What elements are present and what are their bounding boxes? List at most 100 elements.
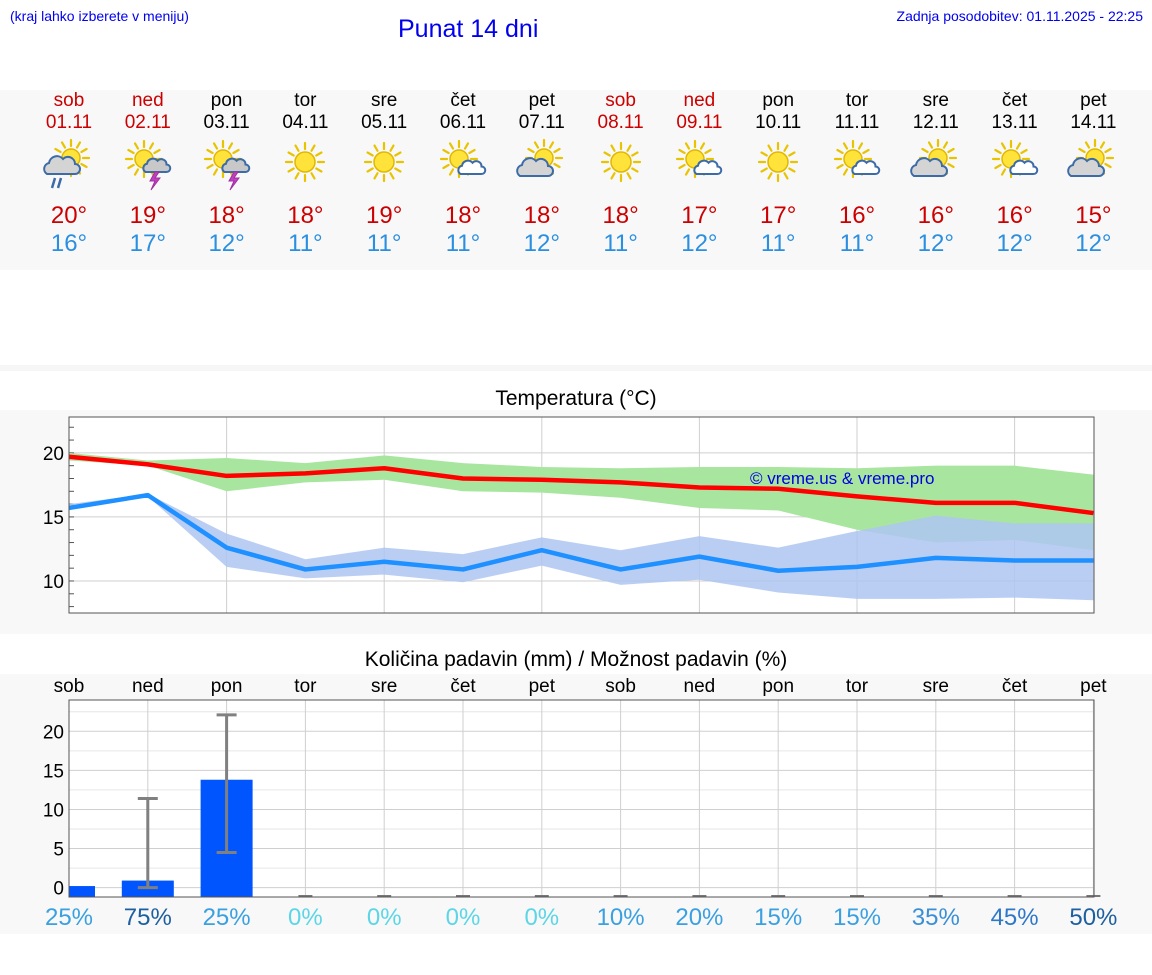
y-tick-label: 15 (43, 761, 64, 782)
day-forecast: pon 03.11 18° 12° (187, 90, 267, 258)
divider (0, 365, 1152, 371)
day-name: ned (683, 90, 716, 111)
sun-small-cloud-icon (439, 139, 487, 179)
min-temp: 12° (1075, 230, 1112, 257)
day-date: 12.11 (912, 112, 959, 133)
plot-frame (68, 416, 1095, 614)
precip-day-label: čet (1001, 676, 1028, 697)
sun-cloud-icon (1067, 138, 1115, 178)
day-date: 01.11 (45, 112, 93, 133)
sun-small-cloud-icon (991, 139, 1038, 179)
day-forecast: pet 14.11 15° 12° (1053, 90, 1133, 258)
precip-day-label: tor (845, 676, 869, 697)
min-temp-band (69, 493, 1094, 601)
precip-probability: 15% (832, 904, 882, 931)
plot-frame (68, 699, 1095, 898)
day-name: sob (53, 90, 85, 111)
y-tick-label: 5 (53, 840, 64, 861)
sun-cloud-icon (909, 138, 957, 178)
precip-day-label: tor (294, 676, 317, 697)
max-temp: 16° (917, 202, 954, 229)
y-tick-label: 20 (43, 722, 64, 743)
temperature-chart: 10 15 20 © vreme.us & vreme.pro (43, 416, 1095, 614)
day-forecast: tor 11.11 16° 11° (817, 90, 897, 258)
day-forecast: pon 10.11 17° 11° (738, 90, 818, 258)
precip-day-label: sre (922, 676, 949, 697)
min-temp: 12° (208, 230, 245, 257)
min-temp: 12° (917, 230, 954, 257)
min-temp: 12° (996, 230, 1033, 257)
min-temp: 11° (445, 230, 481, 257)
page-title: Punat 14 dni (398, 15, 539, 43)
precip-probability: 10% (596, 904, 645, 931)
precip-probability: 25% (44, 904, 94, 931)
day-forecast: sre 12.11 16° 12° (896, 90, 976, 258)
watermark: © vreme.us & vreme.pro (750, 469, 934, 488)
precipitation-chart-title: Količina padavin (mm) / Možnost padavin … (364, 648, 788, 671)
day-forecast: ned 09.11 17° 12° (659, 90, 739, 258)
day-name: sre (370, 90, 398, 111)
day-name: pon (210, 90, 243, 111)
max-temp: 17° (681, 202, 718, 229)
min-temp: 17° (129, 230, 166, 257)
day-date: 07.11 (518, 112, 565, 133)
min-temp: 11° (760, 230, 796, 257)
max-temp: 16° (996, 202, 1033, 229)
precip-day-label: čet (450, 676, 476, 697)
precip-probability: 0% (524, 904, 560, 931)
precip-day-label: pon (762, 676, 795, 697)
y-tick-label: 15 (43, 508, 64, 529)
day-forecast: čet 06.11 18° 11° (423, 90, 503, 258)
day-name: tor (294, 90, 317, 111)
min-temp: 12° (681, 230, 718, 257)
day-name: sre (922, 90, 949, 111)
day-name: pet (528, 90, 555, 111)
day-forecast: pet 07.11 18° 12° (502, 90, 582, 258)
sun-icon (758, 141, 799, 183)
precip-bar (69, 886, 95, 897)
y-tick-label: 0 (53, 879, 64, 900)
max-temp: 15° (1075, 202, 1112, 229)
precip-probability: 0% (366, 904, 402, 931)
precip-day-label: sob (605, 676, 636, 697)
max-temp: 18° (444, 202, 482, 229)
precip-day-label: ned (131, 676, 164, 697)
precip-day-label: sre (370, 676, 398, 697)
precip-day-label: pon (210, 676, 243, 697)
precip-day-label: ned (683, 676, 716, 697)
day-date: 05.11 (361, 112, 408, 133)
day-name: pon (762, 90, 795, 111)
sun-small-cloud-icon (833, 139, 881, 179)
day-name: pet (1080, 90, 1107, 111)
min-temp: 11° (288, 230, 323, 257)
max-temp: 18° (208, 202, 245, 229)
min-temp-line (68, 492, 1094, 573)
day-date: 14.11 (1070, 112, 1117, 133)
y-tick-label: 10 (43, 800, 64, 821)
precip-day-label: pet (1080, 676, 1107, 697)
sun-icon (364, 141, 405, 183)
min-temp: 11° (839, 230, 875, 257)
day-date: 02.11 (124, 112, 171, 133)
sun-cloud-icon (515, 138, 563, 178)
day-forecast: ned 02.11 19° 17° (108, 90, 188, 258)
max-temp-line (68, 454, 1094, 516)
sun-storm-icon (203, 139, 250, 191)
max-temp: 19° (366, 202, 403, 229)
precip-probability: 35% (911, 904, 960, 931)
sun-cloud-rain-icon (43, 138, 91, 189)
day-date: 10.11 (755, 112, 802, 133)
last-update: Zadnja posodobitev: 01.11.2025 - 22:25 (896, 8, 1143, 24)
sun-icon (285, 141, 326, 183)
day-forecast: sre 05.11 19° 11° (344, 90, 424, 258)
day-name: sob (605, 90, 636, 111)
sun-storm-icon (124, 139, 172, 191)
min-temp: 11° (603, 230, 638, 257)
max-temp: 19° (129, 202, 166, 229)
day-forecast: čet 13.11 16° 12° (975, 90, 1055, 258)
day-date: 03.11 (203, 112, 250, 133)
day-forecast: sob 01.11 20° 16° (29, 90, 109, 258)
max-temp: 16° (838, 202, 876, 229)
max-temp: 20° (50, 202, 88, 229)
day-date: 06.11 (439, 112, 487, 133)
